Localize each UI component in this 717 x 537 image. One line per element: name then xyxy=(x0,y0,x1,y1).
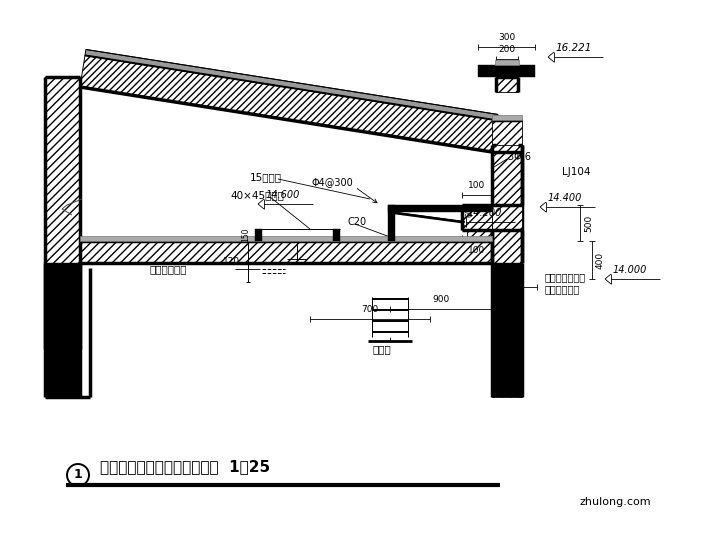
Text: 16.221: 16.221 xyxy=(556,43,592,53)
Bar xyxy=(45,263,80,397)
Text: 通过老虎窗上人棂修屋面大样  1：25: 通过老虎窗上人棂修屋面大样 1：25 xyxy=(100,460,270,475)
Bar xyxy=(333,229,340,241)
Text: 500: 500 xyxy=(506,295,523,304)
Bar xyxy=(467,212,492,241)
Text: 100: 100 xyxy=(468,181,485,190)
Bar xyxy=(492,263,522,397)
Text: 300: 300 xyxy=(498,33,515,42)
Bar xyxy=(478,65,535,77)
Text: 14.400: 14.400 xyxy=(548,193,582,203)
Text: 鐵爬梯: 鐵爬梯 xyxy=(373,344,391,354)
Text: 500: 500 xyxy=(584,214,593,231)
Text: 200: 200 xyxy=(498,45,516,54)
Text: 最高点定坡度: 最高点定坡度 xyxy=(545,284,580,294)
Text: 120: 120 xyxy=(224,258,241,266)
Text: LJ104: LJ104 xyxy=(562,167,591,177)
Text: 坡屋面以此点和: 坡屋面以此点和 xyxy=(545,272,586,282)
Text: 14.200: 14.200 xyxy=(468,208,503,218)
Text: 3Φ 6: 3Φ 6 xyxy=(508,152,531,162)
Text: 900: 900 xyxy=(432,295,450,304)
Text: 防水油膏封堵: 防水油膏封堵 xyxy=(150,264,188,274)
Bar xyxy=(492,115,522,120)
Bar xyxy=(495,60,519,65)
Text: 700: 700 xyxy=(361,305,379,314)
Text: 400: 400 xyxy=(596,251,605,268)
Bar xyxy=(492,263,522,397)
Text: 40×45盖板框: 40×45盖板框 xyxy=(230,190,284,200)
Text: 100: 100 xyxy=(468,246,485,255)
Bar xyxy=(462,205,492,230)
Text: 14.000: 14.000 xyxy=(613,265,647,275)
Bar xyxy=(255,229,262,241)
Text: C20: C20 xyxy=(348,217,367,227)
Text: 15厚木板: 15厚木板 xyxy=(250,172,282,182)
Polygon shape xyxy=(85,49,498,120)
Polygon shape xyxy=(80,55,497,152)
Bar xyxy=(45,77,80,349)
Bar xyxy=(492,120,522,152)
Text: 150: 150 xyxy=(242,228,250,242)
Bar xyxy=(80,236,492,241)
Text: zhulong.com: zhulong.com xyxy=(580,497,652,507)
Text: 60: 60 xyxy=(465,207,475,217)
Bar xyxy=(80,241,492,263)
Bar xyxy=(492,205,522,230)
Text: 14.600: 14.600 xyxy=(266,190,300,200)
Bar xyxy=(388,205,492,212)
Bar xyxy=(388,205,395,241)
Text: 1: 1 xyxy=(74,468,82,482)
Text: Φ4@300: Φ4@300 xyxy=(312,177,353,187)
Bar xyxy=(492,145,522,263)
Bar xyxy=(496,77,518,92)
